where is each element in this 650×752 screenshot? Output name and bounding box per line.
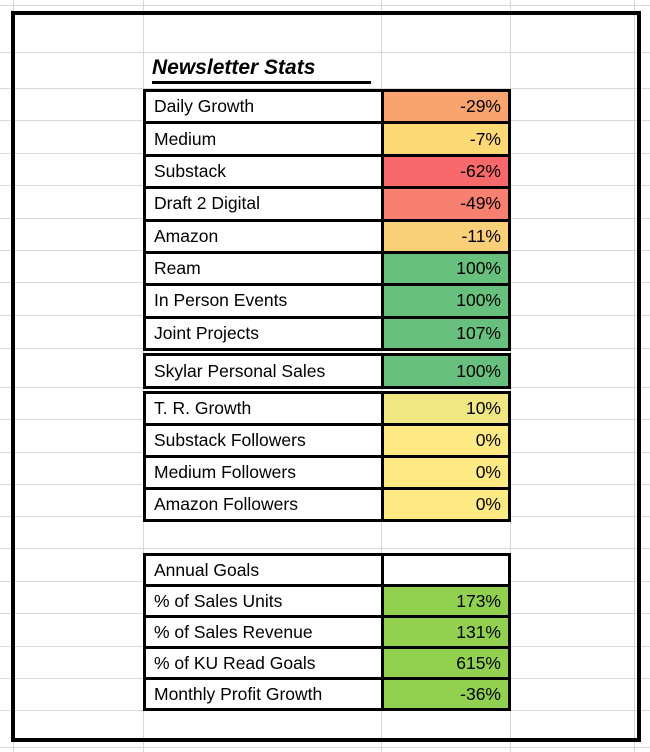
table-row: % of KU Read Goals 615% xyxy=(146,646,508,677)
table-row: T. R. Growth 10% xyxy=(146,394,508,423)
row-label-cell[interactable]: Substack Followers xyxy=(146,426,381,455)
stats-table-followers: T. R. Growth 10% Substack Followers 0% Mediu… xyxy=(143,391,511,522)
gridline-horizontal xyxy=(0,548,650,549)
table-row: Ream 100% xyxy=(146,250,508,284)
row-label-cell[interactable]: % of Sales Revenue xyxy=(146,618,381,646)
row-label-cell[interactable]: % of Sales Units xyxy=(146,587,381,615)
gridline-horizontal xyxy=(0,5,650,6)
gridline-vertical xyxy=(13,0,14,752)
row-label-cell[interactable]: Draft 2 Digital xyxy=(146,189,381,219)
table-row: Monthly Profit Growth -36% xyxy=(146,677,508,708)
stats-table-growth: Daily Growth -29% Medium -7% Substack -62% Dra… xyxy=(143,89,511,351)
table-row: Skylar Personal Sales 100% xyxy=(146,356,508,386)
table-row: Amazon -11% xyxy=(146,218,508,251)
row-label-cell[interactable]: Skylar Personal Sales xyxy=(146,356,381,386)
row-label-cell[interactable]: Medium xyxy=(146,124,381,154)
table-row: Daily Growth -29% xyxy=(146,92,508,122)
table-row: % of Sales Revenue 131% xyxy=(146,615,508,646)
row-label-cell[interactable]: Annual Goals xyxy=(146,556,381,584)
row-value-cell[interactable]: -7% xyxy=(381,124,508,154)
row-label-cell[interactable]: Medium Followers xyxy=(146,458,381,487)
table-row: Substack Followers 0% xyxy=(146,423,508,455)
row-value-cell[interactable]: -29% xyxy=(381,92,508,122)
row-value-cell[interactable]: 100% xyxy=(381,356,508,386)
table-row: % of Sales Units 173% xyxy=(146,584,508,615)
row-label-cell[interactable]: Amazon xyxy=(146,221,381,251)
row-value-cell[interactable] xyxy=(381,556,508,584)
row-label-cell[interactable]: % of KU Read Goals xyxy=(146,649,381,677)
row-label-cell[interactable]: Daily Growth xyxy=(146,92,381,122)
row-value-cell[interactable]: 10% xyxy=(381,394,508,423)
table-row: In Person Events 100% xyxy=(146,283,508,316)
table-row: Draft 2 Digital -49% xyxy=(146,186,508,219)
row-value-cell[interactable]: -11% xyxy=(381,221,508,251)
row-label-cell[interactable]: Ream xyxy=(146,253,381,284)
row-value-cell[interactable]: 131% xyxy=(381,618,508,646)
row-value-cell[interactable]: 615% xyxy=(381,649,508,677)
row-label-cell[interactable]: T. R. Growth xyxy=(146,394,381,423)
row-value-cell[interactable]: 0% xyxy=(381,490,508,519)
gridline-horizontal xyxy=(0,88,650,89)
table-row: Joint Projects 107% xyxy=(146,315,508,348)
row-value-cell[interactable]: 107% xyxy=(381,318,508,348)
table-row: Annual Goals xyxy=(146,556,508,584)
stats-table-annual-goals: Annual Goals% of Sales Units 173%% of Sal… xyxy=(143,553,511,711)
row-label-cell[interactable]: Substack xyxy=(146,156,381,187)
gridline-horizontal xyxy=(0,747,650,748)
row-value-cell[interactable]: 173% xyxy=(381,587,508,615)
row-value-cell[interactable]: 0% xyxy=(381,426,508,455)
gridline-vertical xyxy=(634,0,635,752)
row-label-cell[interactable]: Monthly Profit Growth xyxy=(146,680,381,708)
gridline-horizontal xyxy=(0,52,650,53)
row-value-cell[interactable]: 0% xyxy=(381,458,508,487)
table-row: Medium Followers 0% xyxy=(146,455,508,487)
stats-table-skylar: Skylar Personal Sales 100% xyxy=(143,353,511,389)
table-row: Substack -62% xyxy=(146,153,508,187)
row-value-cell[interactable]: -49% xyxy=(381,189,508,219)
row-value-cell[interactable]: 100% xyxy=(381,286,508,316)
row-label-cell[interactable]: In Person Events xyxy=(146,286,381,316)
row-label-cell[interactable]: Joint Projects xyxy=(146,318,381,348)
sheet-title-cell[interactable]: Newsletter Stats xyxy=(152,53,371,84)
row-value-cell[interactable]: -36% xyxy=(381,680,508,708)
row-label-cell[interactable]: Amazon Followers xyxy=(146,490,381,519)
row-value-cell[interactable]: 100% xyxy=(381,253,508,284)
table-row: Medium -7% xyxy=(146,121,508,154)
row-value-cell[interactable]: -62% xyxy=(381,156,508,187)
table-row: Amazon Followers 0% xyxy=(146,487,508,519)
